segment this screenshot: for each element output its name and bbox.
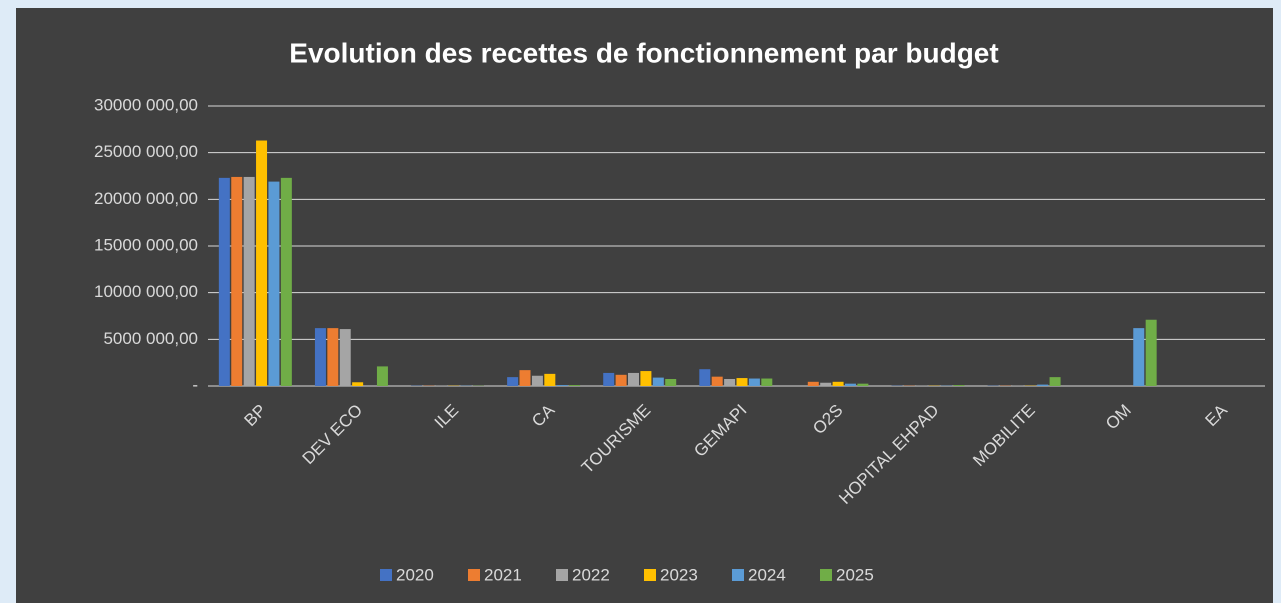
y-tick-label: 15000 000,00 <box>94 235 198 254</box>
bar <box>628 372 640 386</box>
bar <box>748 378 760 386</box>
chart-background <box>16 8 1273 603</box>
bar <box>256 140 268 386</box>
legend-swatch <box>380 569 392 581</box>
y-tick-label: 25000 000,00 <box>94 142 198 161</box>
bar <box>699 369 711 386</box>
bar <box>711 376 723 386</box>
y-tick-label: 5000 000,00 <box>103 329 198 348</box>
bar <box>327 328 339 386</box>
y-tick-label: - <box>192 375 198 394</box>
bar <box>569 385 581 386</box>
bar <box>231 176 243 386</box>
legend-swatch <box>644 569 656 581</box>
legend-swatch <box>556 569 568 581</box>
bar <box>615 374 627 386</box>
y-tick-label: 30000 000,00 <box>94 95 198 114</box>
bar <box>243 176 255 386</box>
bar <box>953 385 965 386</box>
bar <box>1145 319 1157 386</box>
bar <box>603 372 615 386</box>
bar <box>857 383 869 386</box>
bar <box>761 378 773 386</box>
bar <box>640 371 652 386</box>
bar <box>314 328 326 386</box>
bar <box>832 381 844 386</box>
bar <box>376 366 388 386</box>
bar <box>280 177 292 386</box>
legend-label: 2020 <box>396 565 434 584</box>
chart: Evolution des recettes de fonctionnement… <box>16 8 1273 603</box>
bar <box>519 370 531 386</box>
bar <box>507 377 519 386</box>
bar <box>820 382 832 386</box>
bar <box>556 385 568 386</box>
legend-swatch <box>820 569 832 581</box>
chart-title: Evolution des recettes de fonctionnement… <box>289 37 998 68</box>
y-tick-label: 10000 000,00 <box>94 282 198 301</box>
legend-swatch <box>468 569 480 581</box>
bar <box>339 329 351 386</box>
bar <box>652 377 664 386</box>
legend-label: 2022 <box>572 565 610 584</box>
y-tick-label: 20000 000,00 <box>94 189 198 208</box>
legend-label: 2021 <box>484 565 522 584</box>
legend-swatch <box>732 569 744 581</box>
bar <box>352 382 364 386</box>
legend-label: 2025 <box>836 565 874 584</box>
legend-label: 2024 <box>748 565 786 584</box>
bar <box>844 383 856 386</box>
bar <box>665 379 677 386</box>
bar <box>736 378 748 386</box>
bar <box>1037 384 1049 386</box>
bar <box>1133 328 1145 386</box>
bar <box>218 177 230 386</box>
legend-label: 2023 <box>660 565 698 584</box>
bar <box>724 379 736 386</box>
bar <box>531 375 543 386</box>
bar <box>268 181 280 386</box>
bar <box>544 373 556 386</box>
bar <box>807 381 819 386</box>
bar <box>1049 377 1061 386</box>
